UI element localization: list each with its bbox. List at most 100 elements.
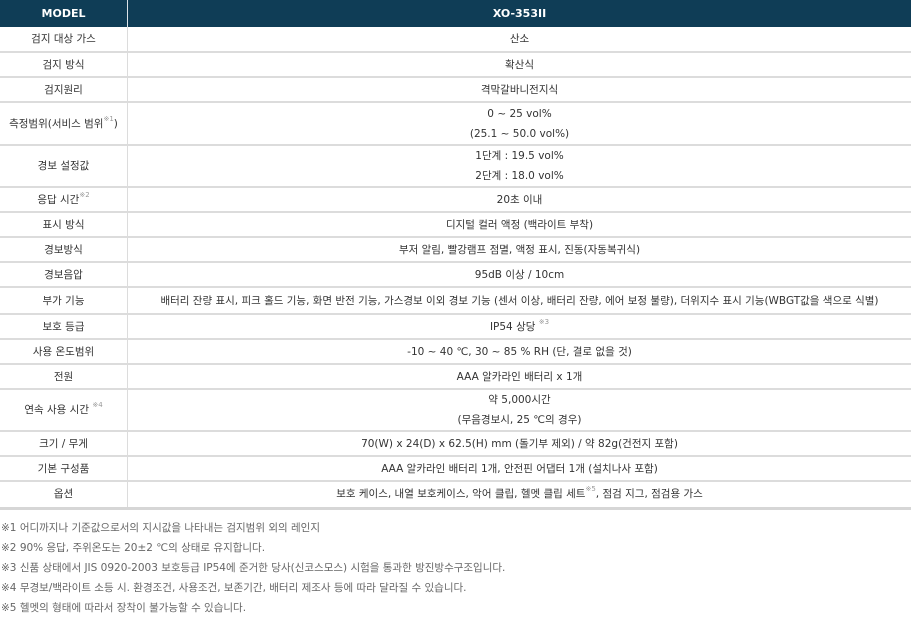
table-row: 연속 사용 시간 ※4 약 5,000시간 (무음경보시, 25 ℃의 경우) xyxy=(0,389,911,431)
row-value: 1단계 : 19.5 vol% 2단계 : 18.0 vol% xyxy=(128,145,911,187)
value-line: -10 ~ 40 ℃, 30 ~ 85 % RH (단, 결로 없을 것) xyxy=(128,342,911,362)
row-label: 표시 방식 xyxy=(0,212,128,237)
row-value: 산소 xyxy=(128,27,911,52)
value-text: 1단계 : 19.5 vol% xyxy=(475,150,563,162)
label-text: 부가 기능 xyxy=(43,295,85,307)
value-line: 디지털 컬러 액정 (백라이트 부착) xyxy=(128,215,911,235)
footnote-ref: ※2 xyxy=(79,191,89,199)
row-value: 배터리 잔량 표시, 피크 홀드 기능, 화면 반전 기능, 가스경보 이외 경… xyxy=(128,287,911,314)
table-row: 옵션 보호 케이스, 내열 보호케이스, 악어 클립, 헬멧 클립 세트※5, 점… xyxy=(0,481,911,508)
row-value: -10 ~ 40 ℃, 30 ~ 85 % RH (단, 결로 없을 것) xyxy=(128,339,911,364)
footnote: ※1 어디까지나 기준값으로서의 지시값을 나타내는 검지범위 외의 레인지 xyxy=(0,518,911,538)
value-line: 2단계 : 18.0 vol% xyxy=(128,166,911,186)
label-text: 사용 온도범위 xyxy=(33,346,94,358)
value-text: 20초 이내 xyxy=(497,194,543,206)
footnote-ref: ※3 xyxy=(539,318,549,326)
row-value: 95dB 이상 / 10cm xyxy=(128,262,911,287)
row-value: AAA 알카라인 배터리 1개, 안전핀 어댑터 1개 (설치나사 포함) xyxy=(128,456,911,481)
value-line: AAA 알카라인 배터리 x 1개 xyxy=(128,367,911,387)
value-text: 산소 xyxy=(510,33,529,45)
table-row: 경보 설정값 1단계 : 19.5 vol% 2단계 : 18.0 vol% xyxy=(0,145,911,187)
row-label: 옵션 xyxy=(0,481,128,508)
value-text: 부저 알림, 빨강램프 점멸, 액정 표시, 진동(자동복귀식) xyxy=(399,244,640,256)
row-value: 격막갈바니전지식 xyxy=(128,77,911,102)
row-value: 부저 알림, 빨강램프 점멸, 액정 표시, 진동(자동복귀식) xyxy=(128,237,911,262)
row-label: 검지 대상 가스 xyxy=(0,27,128,52)
row-label: 전원 xyxy=(0,364,128,389)
label-text: 경보 설정값 xyxy=(38,160,90,172)
table-row: 부가 기능 배터리 잔량 표시, 피크 홀드 기능, 화면 반전 기능, 가스경보… xyxy=(0,287,911,314)
table-row: 사용 온도범위 -10 ~ 40 ℃, 30 ~ 85 % RH (단, 결로 없… xyxy=(0,339,911,364)
model-label: MODEL xyxy=(0,0,128,27)
footnote-ref: ※4 xyxy=(92,401,102,409)
label-text: 연속 사용 시간 xyxy=(24,404,92,416)
value-line: AAA 알카라인 배터리 1개, 안전핀 어댑터 1개 (설치나사 포함) xyxy=(128,459,911,479)
footnotes: ※1 어디까지나 기준값으로서의 지시값을 나타내는 검지범위 외의 레인지※2… xyxy=(0,510,911,618)
row-value: AAA 알카라인 배터리 x 1개 xyxy=(128,364,911,389)
row-label: 측정범위(서비스 범위※1) xyxy=(0,102,128,145)
label-text: 검지 방식 xyxy=(43,59,85,71)
label-text: 표시 방식 xyxy=(43,219,85,231)
footnote: ※3 신품 상태에서 JIS 0920-2003 보호등급 IP54에 준거한 … xyxy=(0,558,911,578)
row-label: 부가 기능 xyxy=(0,287,128,314)
value-line: 95dB 이상 / 10cm xyxy=(128,265,911,285)
label-text: 전원 xyxy=(54,371,73,383)
table-row: 검지 방식 확산식 xyxy=(0,52,911,77)
value-text: 95dB 이상 / 10cm xyxy=(475,269,564,281)
table-row: 전원 AAA 알카라인 배터리 x 1개 xyxy=(0,364,911,389)
label-text: 옵션 xyxy=(54,488,73,500)
label-text: 측정범위(서비스 범위 xyxy=(9,118,103,130)
value-line: 20초 이내 xyxy=(128,190,911,210)
table-row: 응답 시간※2 20초 이내 xyxy=(0,187,911,212)
row-label: 기본 구성품 xyxy=(0,456,128,481)
row-label: 크기 / 무게 xyxy=(0,431,128,456)
row-value: 보호 케이스, 내열 보호케이스, 악어 클립, 헬멧 클립 세트※5, 점검 … xyxy=(128,481,911,508)
row-label: 경보 설정값 xyxy=(0,145,128,187)
label-text: 크기 / 무게 xyxy=(39,438,88,450)
value-text: 배터리 잔량 표시, 피크 홀드 기능, 화면 반전 기능, 가스경보 이외 경… xyxy=(160,295,878,307)
model-value: XO-353II xyxy=(128,0,911,27)
table-row: 검지원리 격막갈바니전지식 xyxy=(0,77,911,102)
value-line: 배터리 잔량 표시, 피크 홀드 기능, 화면 반전 기능, 가스경보 이외 경… xyxy=(128,291,911,311)
value-line: (25.1 ~ 50.0 vol%) xyxy=(128,124,911,144)
value-line: (무음경보시, 25 ℃의 경우) xyxy=(128,410,911,430)
row-label: 연속 사용 시간 ※4 xyxy=(0,389,128,431)
table-row: 크기 / 무게 70(W) x 24(D) x 62.5(H) mm (돌기부 제… xyxy=(0,431,911,456)
row-value: 약 5,000시간 (무음경보시, 25 ℃의 경우) xyxy=(128,389,911,431)
value-line: IP54 상당 ※3 xyxy=(128,317,911,337)
row-value: 확산식 xyxy=(128,52,911,77)
footnote: ※5 헬멧의 형태에 따라서 장착이 불가능할 수 있습니다. xyxy=(0,598,911,618)
table-row: 검지 대상 가스 산소 xyxy=(0,27,911,52)
footnote-ref: ※5 xyxy=(585,485,595,493)
value-line: 0 ~ 25 vol% xyxy=(128,104,911,124)
value-text: 약 5,000시간 xyxy=(488,394,550,406)
table-row: 측정범위(서비스 범위※1) 0 ~ 25 vol% (25.1 ~ 50.0 vo… xyxy=(0,102,911,145)
label-text: 검지 대상 가스 xyxy=(31,33,96,45)
row-label: 경보방식 xyxy=(0,237,128,262)
value-text: AAA 알카라인 배터리 x 1개 xyxy=(457,371,583,383)
value-text: AAA 알카라인 배터리 1개, 안전핀 어댑터 1개 (설치나사 포함) xyxy=(381,463,658,475)
row-value: 70(W) x 24(D) x 62.5(H) mm (돌기부 제외) / 약 … xyxy=(128,431,911,456)
value-text: 디지털 컬러 액정 (백라이트 부착) xyxy=(446,219,593,231)
value-text: 확산식 xyxy=(505,59,534,71)
table-row: 경보방식 부저 알림, 빨강램프 점멸, 액정 표시, 진동(자동복귀식) xyxy=(0,237,911,262)
value-line: 70(W) x 24(D) x 62.5(H) mm (돌기부 제외) / 약 … xyxy=(128,434,911,454)
value-text: 보호 케이스, 내열 보호케이스, 악어 클립, 헬멧 클립 세트 xyxy=(336,488,585,500)
table-row: 기본 구성품 AAA 알카라인 배터리 1개, 안전핀 어댑터 1개 (설치나사 … xyxy=(0,456,911,481)
value-text: 2단계 : 18.0 vol% xyxy=(475,170,563,182)
row-value: 20초 이내 xyxy=(128,187,911,212)
table-row: 보호 등급 IP54 상당 ※3 xyxy=(0,314,911,339)
label-text: 응답 시간 xyxy=(37,194,79,206)
value-text: 0 ~ 25 vol% xyxy=(487,108,551,120)
value-line: 보호 케이스, 내열 보호케이스, 악어 클립, 헬멧 클립 세트※5, 점검 … xyxy=(128,484,911,504)
row-label: 보호 등급 xyxy=(0,314,128,339)
label-text: 보호 등급 xyxy=(43,321,85,333)
value-text: 격막갈바니전지식 xyxy=(481,84,558,96)
label-text: 검지원리 xyxy=(44,84,83,96)
label-text: 기본 구성품 xyxy=(38,463,90,475)
value-line: 확산식 xyxy=(128,55,911,75)
row-label: 응답 시간※2 xyxy=(0,187,128,212)
value-text: (25.1 ~ 50.0 vol%) xyxy=(470,128,569,140)
